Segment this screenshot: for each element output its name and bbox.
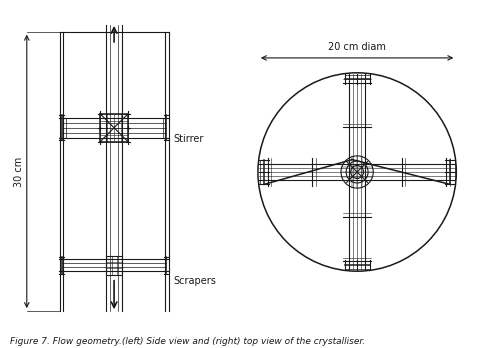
- Text: Scrapers: Scrapers: [173, 276, 216, 285]
- Text: Figure 7. Flow geometry.(left) Side view and (right) top view of the crystallise: Figure 7. Flow geometry.(left) Side view…: [10, 337, 365, 346]
- Text: 30 cm: 30 cm: [13, 156, 23, 187]
- Text: 20 cm diam: 20 cm diam: [328, 42, 386, 52]
- Text: Stirrer: Stirrer: [173, 134, 203, 144]
